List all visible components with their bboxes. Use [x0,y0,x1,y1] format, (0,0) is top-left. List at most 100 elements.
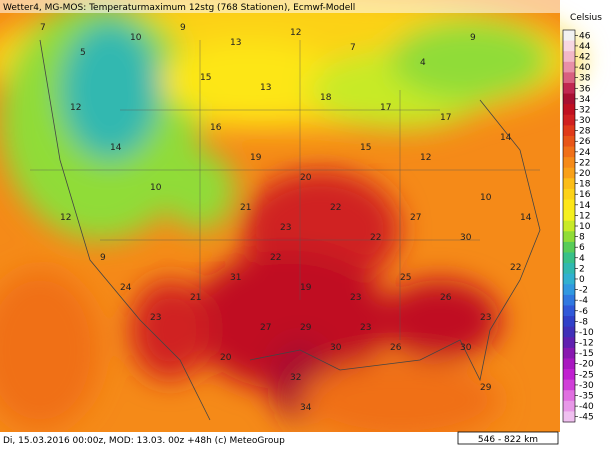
scale-bar [457,431,559,445]
station-value: 22 [510,263,521,273]
legend-label: 44 [579,42,591,52]
legend-swatch [563,347,575,359]
legend-swatch [563,305,575,317]
legend-swatch [563,273,575,285]
legend-swatch [563,379,575,391]
legend-label: 16 [579,190,591,200]
legend-swatch [563,61,575,73]
station-value: 30 [330,343,342,353]
header-title: Wetter4, MG-MOS: Temperaturmaximum 12stg… [3,3,355,13]
legend-title: Celsius [570,13,602,23]
station-value: 18 [320,93,332,103]
legend-label: 38 [579,74,591,84]
legend-swatch [563,199,575,211]
legend-label: -35 [579,392,594,402]
header-band [0,0,560,13]
legend-swatch [563,220,575,232]
legend-label: 6 [579,243,585,253]
station-value: 19 [250,153,262,163]
legend-swatch [563,40,575,52]
footer-text: Di, 15.03.2016 00:00z, MOD: 13.03. 00z +… [3,436,285,446]
station-value: 10 [480,193,492,203]
legend-label: -25 [579,370,594,380]
color-legend: 4644424038363432302826242220181614121086… [562,29,594,423]
station-value: 25 [400,273,411,283]
station-value: 9 [100,253,106,263]
station-value: 17 [440,113,451,123]
legend-swatch [563,125,575,137]
legend-label: 14 [579,201,591,211]
legend-swatch [563,104,575,116]
legend-label: -8 [579,317,588,327]
legend-label: -10 [579,328,594,338]
legend-label: -6 [579,307,588,317]
legend-label: -15 [579,349,594,359]
station-value: 14 [520,213,532,223]
station-value: 26 [390,343,402,353]
legend-label: 18 [579,180,591,190]
legend-label: 20 [579,169,591,179]
legend-swatch [563,210,575,222]
legend-label: 22 [579,158,590,168]
legend-swatch [563,82,575,95]
station-value: 12 [60,213,71,223]
station-value: 29 [300,323,312,333]
legend-label: 10 [579,222,591,232]
legend-label: 34 [579,95,591,105]
station-value: 21 [240,203,251,213]
station-value: 34 [300,403,312,413]
station-values: 7 5 10 9 13 12 7 4 9 15 13 18 17 17 14 12 14 10 12 9 16 19 20 1… [40,23,532,413]
legend-label: -30 [579,381,594,391]
legend-label: 26 [579,137,591,147]
station-value: 12 [290,28,301,38]
station-value: 27 [410,213,421,223]
legend-label: -2 [579,286,588,296]
legend-swatch [563,114,575,126]
legend-swatch [563,51,575,63]
station-value: 5 [80,48,86,58]
station-value: 23 [280,223,291,233]
legend-swatch [563,337,575,349]
station-value: 13 [230,38,241,48]
legend-swatch [563,284,575,296]
station-value: 9 [180,23,186,33]
legend-label: 40 [579,63,591,73]
station-value: 22 [370,233,381,243]
legend-label: -45 [579,413,594,423]
legend-label: 2 [579,264,585,274]
legend-swatch [563,411,575,423]
station-value: 13 [260,83,271,93]
station-value: 22 [270,253,281,263]
legend-swatch [563,400,575,412]
station-value: 23 [150,313,161,323]
legend-swatch [563,326,575,338]
legend-label: -12 [579,339,594,349]
legend-label: 46 [579,31,591,41]
station-value: 23 [360,323,371,333]
station-value: 26 [440,293,452,303]
station-value: 30 [460,343,472,353]
legend-label: 30 [579,116,591,126]
legend-swatch [563,135,575,148]
legend-label: 28 [579,127,591,137]
station-value: 10 [150,183,162,193]
station-value: 24 [120,283,132,293]
legend-label: 4 [579,254,585,264]
legend-swatch [563,231,575,243]
legend-label: 8 [579,233,585,243]
legend-swatch [563,390,575,402]
station-value: 19 [300,283,312,293]
legend-label: 12 [579,211,590,221]
legend-swatch [563,252,575,264]
station-value: 15 [360,143,371,153]
legend-label: 0 [579,275,585,285]
legend-label: -4 [579,296,588,306]
legend-swatch [563,358,575,370]
legend-swatch [563,30,575,42]
legend-swatch [563,72,575,84]
legend-frame [562,29,576,423]
station-value: 30 [460,233,472,243]
legend-swatch [563,178,575,190]
station-value: 15 [200,73,211,83]
legend-label: 32 [579,105,590,115]
